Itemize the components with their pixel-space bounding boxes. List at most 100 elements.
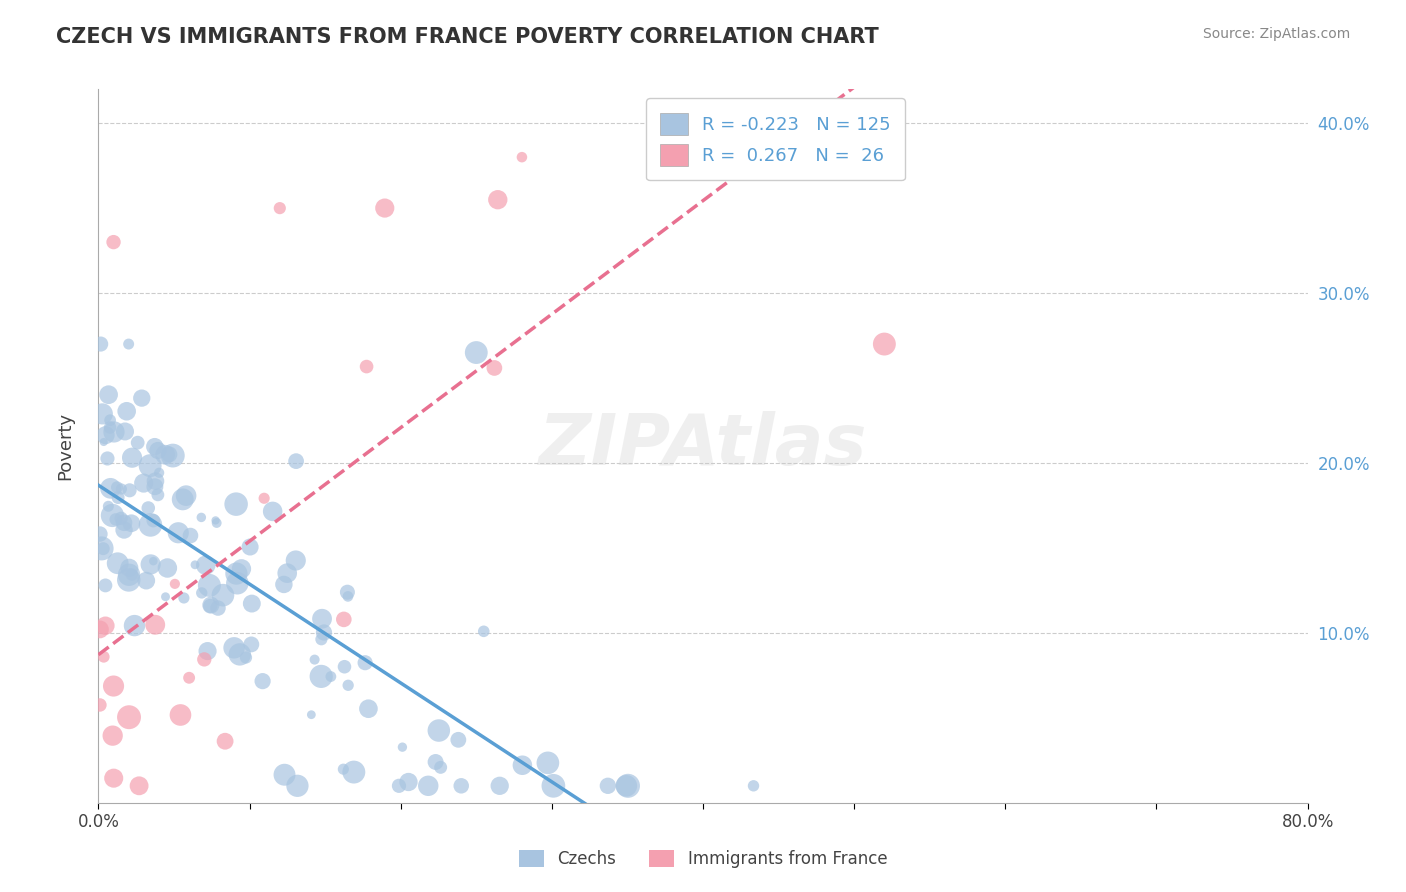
Point xyxy=(96,451,118,466)
Point xyxy=(135,574,157,588)
Point xyxy=(153,448,176,462)
Point xyxy=(273,577,295,591)
Point xyxy=(239,540,262,554)
Point xyxy=(269,201,291,215)
Point xyxy=(145,474,167,488)
Point xyxy=(225,566,247,581)
Point xyxy=(309,669,332,683)
Point xyxy=(167,525,190,540)
Point xyxy=(114,425,136,439)
Point xyxy=(304,652,326,666)
Point xyxy=(91,541,114,556)
Point xyxy=(273,768,295,782)
Point xyxy=(193,652,215,666)
Point xyxy=(146,488,169,502)
Point xyxy=(198,578,221,592)
Point xyxy=(143,440,166,454)
Point xyxy=(90,337,112,351)
Point xyxy=(231,562,253,576)
Point xyxy=(873,337,896,351)
Point xyxy=(94,578,117,592)
Point xyxy=(90,541,112,556)
Point xyxy=(284,553,307,567)
Y-axis label: Poverty: Poverty xyxy=(56,412,75,480)
Point xyxy=(190,510,212,524)
Point xyxy=(89,623,111,637)
Point xyxy=(155,590,177,604)
Point xyxy=(93,435,115,450)
Point xyxy=(686,150,709,164)
Point xyxy=(139,458,162,473)
Point xyxy=(312,625,335,640)
Point xyxy=(398,775,420,789)
Point xyxy=(617,779,640,793)
Point xyxy=(173,591,195,605)
Point xyxy=(118,710,141,724)
Point xyxy=(174,489,197,503)
Point xyxy=(488,779,510,793)
Point xyxy=(486,193,509,207)
Point xyxy=(179,671,201,685)
Point xyxy=(447,732,470,747)
Point xyxy=(391,740,413,755)
Point xyxy=(120,516,142,531)
Point xyxy=(200,599,222,613)
Text: CZECH VS IMMIGRANTS FROM FRANCE POVERTY CORRELATION CHART: CZECH VS IMMIGRANTS FROM FRANCE POVERTY … xyxy=(56,27,879,46)
Point xyxy=(200,598,222,612)
Point xyxy=(142,514,165,528)
Point xyxy=(235,650,257,665)
Point xyxy=(118,337,141,351)
Point xyxy=(543,779,565,793)
Point xyxy=(97,387,120,401)
Point xyxy=(262,504,284,518)
Point xyxy=(139,517,162,532)
Point xyxy=(136,501,159,516)
Point xyxy=(103,679,125,693)
Point xyxy=(101,508,124,523)
Point xyxy=(510,150,533,164)
Point xyxy=(484,361,506,376)
Point xyxy=(94,428,117,442)
Point xyxy=(333,659,356,673)
Point xyxy=(252,674,274,689)
Point xyxy=(172,492,194,507)
Point xyxy=(131,391,153,405)
Point xyxy=(127,435,149,450)
Point xyxy=(190,586,212,600)
Point xyxy=(596,779,619,793)
Point xyxy=(276,566,298,581)
Point xyxy=(98,413,121,427)
Point xyxy=(311,632,333,647)
Point xyxy=(299,707,322,722)
Point xyxy=(132,476,155,491)
Point xyxy=(222,640,245,655)
Point xyxy=(614,779,637,793)
Point xyxy=(336,590,359,604)
Point xyxy=(225,497,247,511)
Point xyxy=(537,756,560,770)
Point xyxy=(104,512,127,526)
Point xyxy=(212,588,235,602)
Point xyxy=(285,454,308,468)
Point xyxy=(94,618,117,632)
Point xyxy=(512,758,534,772)
Point xyxy=(343,765,366,780)
Point xyxy=(143,617,166,632)
Point xyxy=(742,779,765,793)
Point xyxy=(179,528,201,542)
Point xyxy=(105,480,128,494)
Point xyxy=(107,491,129,505)
Point xyxy=(93,649,115,664)
Point xyxy=(118,560,141,574)
Point xyxy=(357,702,380,716)
Point xyxy=(143,480,166,494)
Point xyxy=(465,345,488,359)
Point xyxy=(226,576,249,591)
Point xyxy=(374,201,396,215)
Point xyxy=(115,404,138,418)
Point xyxy=(139,558,162,572)
Point xyxy=(118,483,141,498)
Point xyxy=(124,618,146,632)
Point xyxy=(287,779,309,793)
Point xyxy=(356,359,378,374)
